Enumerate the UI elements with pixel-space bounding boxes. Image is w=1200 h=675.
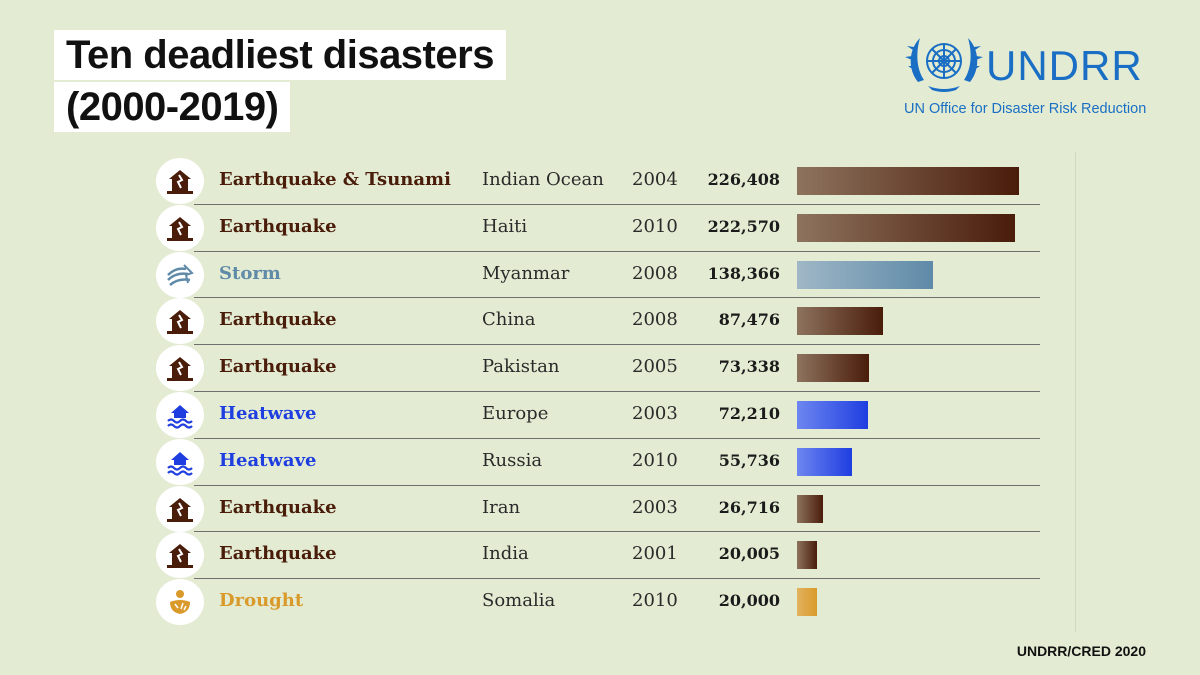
deaths-value-label: 222,570 <box>707 216 780 236</box>
disaster-type-label: Earthquake <box>219 496 337 518</box>
row-separator <box>194 578 1040 580</box>
table-row: Drought Somalia 2010 20,000 <box>154 579 1040 626</box>
row-separator <box>194 437 1040 439</box>
disaster-type-label: Earthquake <box>219 356 337 378</box>
title-line-2: (2000-2019) <box>54 82 291 132</box>
deaths-value-label: 72,210 <box>718 403 780 423</box>
year-label: 2001 <box>632 543 678 565</box>
bar <box>797 494 824 523</box>
region-label: Europe <box>482 402 549 424</box>
title-line-1: Ten deadliest disasters <box>54 30 506 80</box>
bar <box>797 167 1019 195</box>
region-label: Iran <box>482 496 521 518</box>
year-label: 2010 <box>632 590 678 612</box>
year-label: 2008 <box>632 262 678 284</box>
earthquake-icon <box>156 204 204 251</box>
deaths-value-label: 26,716 <box>718 497 780 517</box>
region-label: Haiti <box>482 215 528 237</box>
year-label: 2003 <box>632 402 678 424</box>
year-label: 2005 <box>632 356 678 378</box>
bar <box>797 447 852 476</box>
deaths-value-label: 55,736 <box>718 450 780 470</box>
logo-subtitle: UN Office for Disaster Risk Reduction <box>904 101 1147 117</box>
disaster-table: Earthquake & Tsunami Indian Ocean 2004 226,… <box>154 158 1040 626</box>
disaster-type-label: Earthquake <box>219 215 337 237</box>
region-label: India <box>482 543 529 565</box>
year-label: 2010 <box>632 449 678 471</box>
bar <box>797 307 883 336</box>
bar <box>797 213 1016 242</box>
table-row: Earthquake Pakistan 2005 73,338 <box>154 345 1040 392</box>
disaster-type-label: Earthquake <box>219 309 337 331</box>
disaster-type-label: Storm <box>219 262 281 284</box>
bar <box>797 400 868 429</box>
table-row: Earthquake China 2008 87,476 <box>154 298 1040 346</box>
bar <box>797 541 817 570</box>
region-label: Russia <box>482 449 543 471</box>
storm-icon <box>156 251 204 298</box>
year-label: 2003 <box>632 496 678 518</box>
undrr-logo: UNDRR UN Office for Disaster Risk Reduct… <box>902 30 1162 120</box>
table-row: Storm Myanmar 2008 138,366 <box>154 251 1040 299</box>
table-row: Earthquake Haiti 2010 222,570 <box>154 204 1040 252</box>
disaster-type-label: Earthquake & Tsunami <box>219 169 451 190</box>
region-label: Somalia <box>482 590 556 612</box>
table-row: Earthquake & Tsunami Indian Ocean 2004 226,… <box>154 158 1040 205</box>
region-label: China <box>482 309 536 331</box>
un-emblem-icon <box>905 38 983 92</box>
disaster-type-label: Heatwave <box>219 402 317 424</box>
year-label: 2010 <box>632 215 678 237</box>
source-note: UNDRR/CRED 2020 <box>1016 643 1146 659</box>
deaths-value-label: 87,476 <box>718 310 780 330</box>
row-separator <box>194 390 1040 392</box>
row-separator <box>194 203 1040 205</box>
bar <box>797 354 869 383</box>
row-separator <box>194 250 1040 252</box>
earthquake-icon <box>156 158 204 204</box>
drought-icon <box>156 579 204 626</box>
table-row: Earthquake Iran 2003 26,716 <box>154 485 1040 533</box>
row-separator <box>194 484 1040 486</box>
row-separator <box>194 531 1040 533</box>
region-label: Pakistan <box>482 356 560 378</box>
earthquake-icon <box>156 298 204 345</box>
earthquake-icon <box>156 532 204 579</box>
deaths-value-label: 20,005 <box>718 544 780 564</box>
disaster-type-label: Drought <box>219 590 304 612</box>
disaster-type-label: Heatwave <box>219 449 317 471</box>
row-separator <box>194 344 1040 346</box>
table-row: Heatwave Europe 2003 72,210 <box>154 391 1040 439</box>
logo-wordmark: UNDRR <box>986 42 1143 89</box>
deaths-value-label: 20,000 <box>718 591 780 611</box>
heatwave-icon <box>156 391 204 438</box>
row-separator <box>194 297 1040 299</box>
year-label: 2004 <box>632 169 678 190</box>
divider-line <box>1075 152 1076 632</box>
bar <box>797 588 817 617</box>
region-label: Indian Ocean <box>482 169 604 190</box>
disaster-type-label: Earthquake <box>219 543 337 565</box>
table-row: Heatwave Russia 2010 55,736 <box>154 438 1040 486</box>
deaths-value-label: 138,366 <box>707 263 780 283</box>
year-label: 2008 <box>632 309 678 331</box>
earthquake-icon <box>156 345 204 392</box>
deaths-value-label: 226,408 <box>707 170 780 189</box>
region-label: Myanmar <box>482 262 570 284</box>
deaths-value-label: 73,338 <box>718 357 780 377</box>
heatwave-icon <box>156 438 204 485</box>
bar <box>797 260 933 289</box>
earthquake-icon <box>156 485 204 532</box>
table-row: Earthquake India 2001 20,005 <box>154 532 1040 580</box>
